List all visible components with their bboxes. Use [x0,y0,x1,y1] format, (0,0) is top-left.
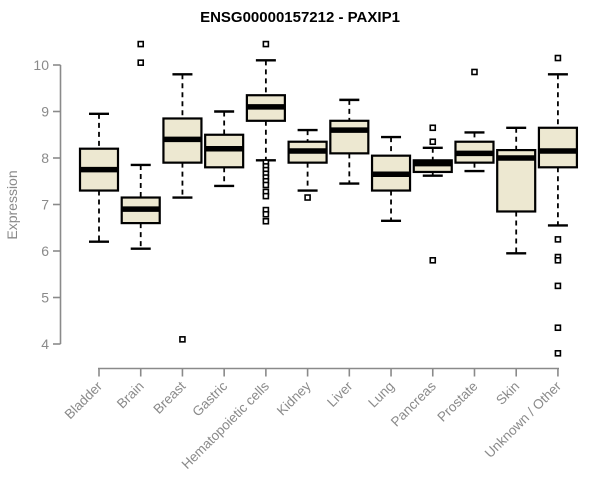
x-category-label: Gastric [189,378,230,419]
y-tick-label: 10 [33,57,49,73]
box-lung [370,135,412,222]
x-category-label: Brain [114,379,147,412]
outlier-point [137,40,145,48]
y-tick-label: 7 [41,197,49,213]
x-category-label: Kidney [274,378,314,418]
y-tick-label: 5 [41,290,49,306]
box-liver [329,98,370,185]
outlier-point [262,40,270,48]
outlier-point [262,217,270,225]
iqr-box [329,119,370,155]
outlier-point [429,138,437,146]
outlier-point [262,192,270,200]
iqr-box [537,126,579,169]
outlier-point [137,59,145,66]
outlier-point [429,124,437,132]
outlier-point [554,282,562,290]
x-category-label: Unknown / Other [482,378,565,461]
x-category-label: Breast [150,378,188,416]
x-category-label: Lung [365,379,397,411]
box-unknown-other [537,54,579,357]
outlier-point [429,256,437,264]
box-prostate [454,68,495,173]
x-category-label: Prostate [434,379,480,425]
box-pancreas [412,124,453,264]
box-hematopoietic-cells [245,40,286,225]
outlier-point [554,324,562,332]
y-tick-label: 6 [41,243,49,259]
y-axis-label: Expression [4,170,20,239]
outlier-point [554,54,562,62]
box-breast [162,73,203,343]
y-tick-label: 9 [41,104,49,120]
box-gastric [204,110,245,188]
x-category-label: Bladder [62,378,106,422]
box-brain [120,40,161,250]
outlier-point [262,210,270,218]
outlier-point [471,68,478,76]
box-kidney [287,128,328,201]
x-category-label: Pancreas [388,378,439,429]
y-tick-label: 4 [41,336,49,352]
outlier-point [554,256,562,264]
chart-title: ENSG00000157212 - PAXIP1 [200,9,400,26]
outlier-point [554,236,562,243]
box-skin [496,126,537,255]
outlier-point [262,181,270,189]
box-bladder [78,112,120,243]
outlier-point [304,194,311,201]
x-category-label: Skin [493,379,522,408]
x-category-label: Liver [324,378,356,410]
outlier-point [554,349,562,357]
boxes-layer [78,40,579,357]
outlier-point [179,336,186,343]
y-tick-label: 8 [41,150,49,166]
